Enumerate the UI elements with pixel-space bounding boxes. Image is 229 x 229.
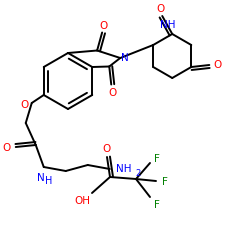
Text: 2: 2 xyxy=(135,168,140,177)
Text: OH: OH xyxy=(74,195,90,205)
Text: F: F xyxy=(161,176,167,186)
Text: O: O xyxy=(155,4,164,14)
Text: O: O xyxy=(212,60,221,70)
Text: O: O xyxy=(98,20,107,30)
Text: N: N xyxy=(121,53,128,63)
Text: N: N xyxy=(37,172,44,182)
Text: O: O xyxy=(102,143,111,153)
Text: O: O xyxy=(108,88,116,98)
Text: O: O xyxy=(21,100,29,109)
Text: O: O xyxy=(3,142,11,152)
Text: NH: NH xyxy=(160,20,175,30)
Text: F: F xyxy=(153,153,159,163)
Text: H: H xyxy=(45,175,52,185)
Text: F: F xyxy=(153,199,159,209)
Text: NH: NH xyxy=(115,163,131,173)
